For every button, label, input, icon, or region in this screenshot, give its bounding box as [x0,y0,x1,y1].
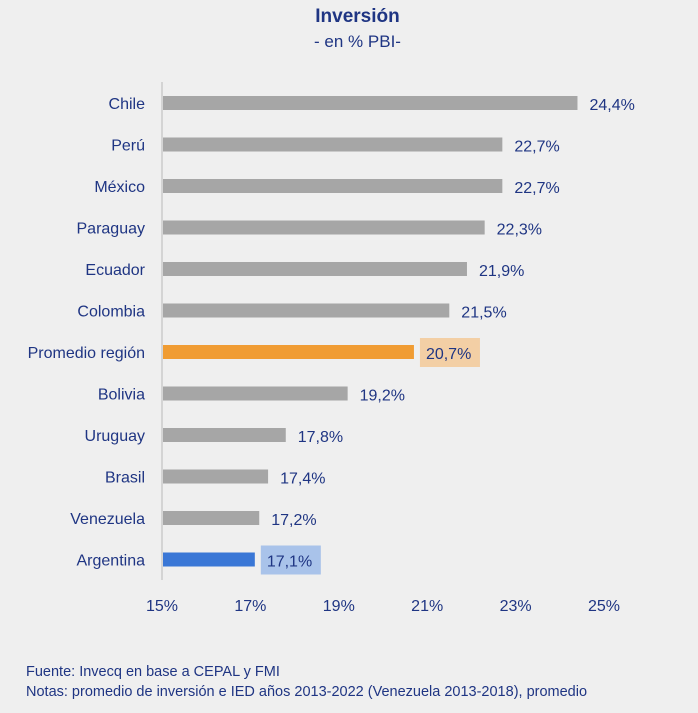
value-label: 22,7% [514,139,559,156]
bar [163,511,260,525]
category-label: Paraguay [77,221,146,238]
chart-title: Inversión [315,6,400,27]
value-label: 19,2% [360,388,405,405]
chart-subtitle: - en % PBI- [314,32,401,51]
bar [163,345,414,359]
value-label: 17,2% [271,512,316,529]
value-label: 22,3% [497,222,542,239]
bar [163,386,348,401]
category-label: Argentina [77,553,146,570]
bar [163,428,286,442]
bar [163,469,269,484]
value-label: 22,7% [514,180,559,197]
category-label: México [94,179,145,196]
value-label: 24,4% [589,97,634,114]
bar [163,96,578,110]
category-label: Perú [111,138,145,155]
category-label: Chile [109,96,146,113]
value-label: 20,7% [426,346,471,363]
value-label-highlight [419,338,480,367]
bar [163,262,467,276]
x-tick-label: 19% [323,598,355,615]
value-label: 17,4% [280,471,325,488]
bar [163,303,450,318]
bar [163,137,503,152]
bar [163,220,485,235]
x-tick-label: 23% [500,598,532,615]
category-label: Promedio región [28,345,145,362]
category-label: Brasil [105,470,145,487]
x-tick-label: 21% [411,598,443,615]
category-label: Ecuador [85,262,145,279]
x-tick-label: 15% [146,598,178,615]
bar [163,552,255,567]
value-label-highlight [260,545,321,575]
category-label: Uruguay [85,428,145,445]
value-label: 17,8% [298,429,343,446]
bar [163,179,503,193]
category-label: Colombia [77,304,145,321]
x-tick-label: 17% [234,598,266,615]
value-label: 21,5% [461,305,506,322]
value-label: 17,1% [267,554,312,571]
value-label: 21,9% [479,263,524,280]
x-tick-label: 25% [588,598,620,615]
source-note: Fuente: Invecq en base a CEPAL y FMI [26,664,280,680]
notes: Notas: promedio de inversión e IED años … [26,684,588,700]
category-label: Venezuela [70,511,145,528]
category-label: Bolivia [98,387,145,404]
